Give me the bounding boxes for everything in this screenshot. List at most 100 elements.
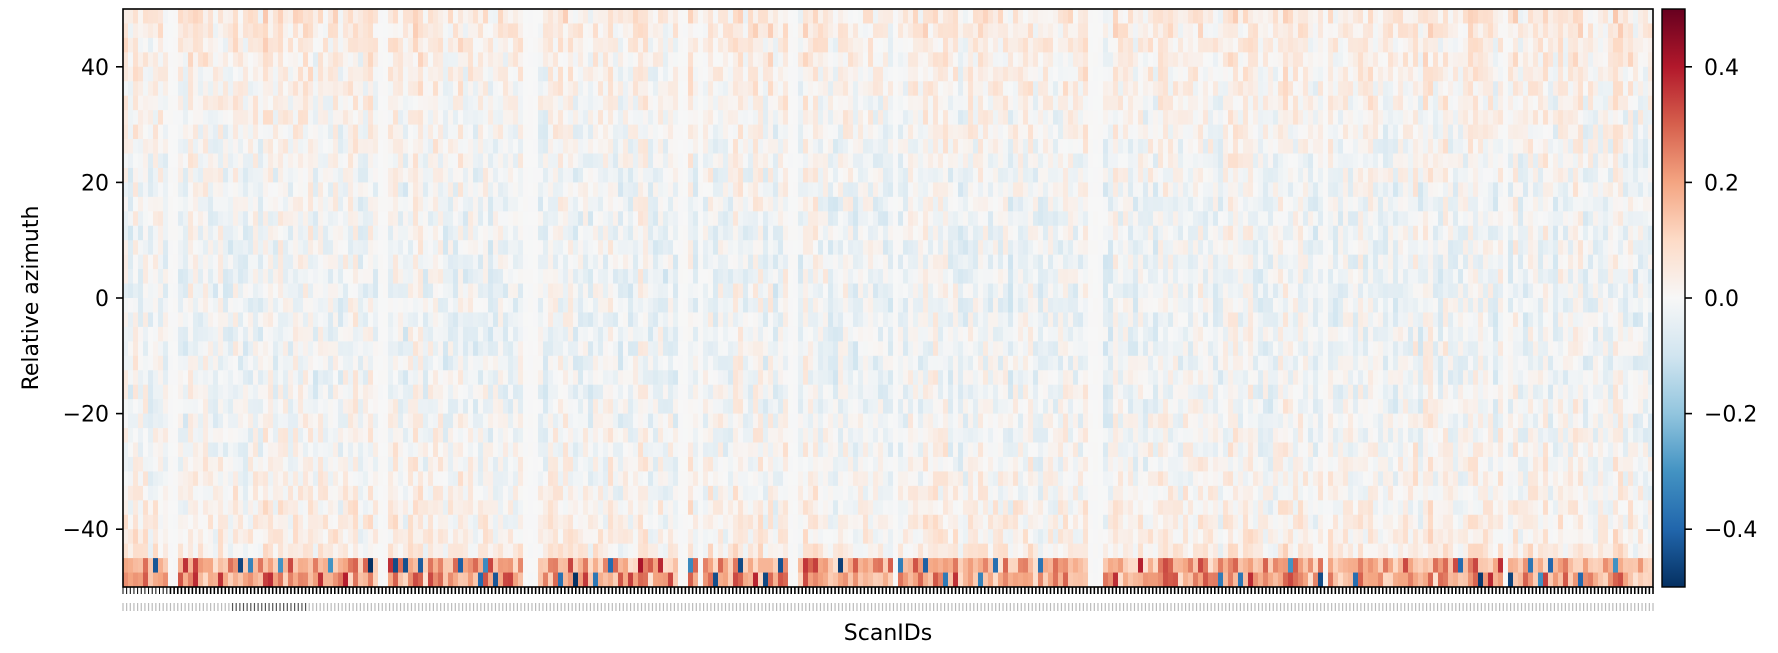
heatmap-cell (733, 37, 739, 53)
heatmap-cell (208, 225, 214, 241)
heatmap-cell (298, 124, 304, 140)
heatmap-cell (433, 81, 439, 97)
heatmap-cell (348, 23, 354, 39)
heatmap-cell (633, 471, 639, 487)
heatmap-cell (268, 139, 274, 155)
heatmap-cell (268, 9, 274, 25)
heatmap-cell (463, 110, 469, 126)
heatmap-cell (188, 9, 194, 25)
heatmap-cell (493, 413, 499, 429)
heatmap-cell (568, 153, 574, 169)
heatmap-cell (163, 52, 169, 68)
heatmap-cell (163, 283, 169, 299)
heatmap-cell (643, 9, 649, 25)
heatmap-cell (603, 196, 609, 212)
heatmap-cell (368, 167, 374, 183)
heatmap-cell (388, 81, 394, 97)
heatmap-cell (453, 254, 459, 270)
heatmap-cell (453, 124, 459, 140)
heatmap-cell (603, 254, 609, 270)
heatmap-cell (158, 384, 164, 400)
heatmap-cell (583, 283, 589, 299)
heatmap-cell (568, 326, 574, 342)
heatmap-cell (688, 456, 694, 472)
heatmap-cell (283, 312, 289, 328)
heatmap-cell (443, 529, 449, 545)
heatmap-cell (343, 500, 349, 516)
heatmap-cell (653, 326, 659, 342)
heatmap-cell (268, 384, 274, 400)
heatmap-cell (263, 413, 269, 429)
heatmap-cell (528, 240, 534, 256)
heatmap-cell (153, 110, 159, 126)
heatmap-cell (728, 471, 734, 487)
heatmap-cell (253, 471, 259, 487)
heatmap-cell (268, 514, 274, 530)
heatmap-cell (313, 471, 319, 487)
heatmap-cell (708, 326, 714, 342)
heatmap-cell (743, 81, 749, 97)
heatmap-cell (168, 428, 174, 444)
heatmap-cell (673, 95, 679, 111)
heatmap-cell (503, 471, 509, 487)
heatmap-cell (423, 428, 429, 444)
heatmap-cell (228, 428, 234, 444)
heatmap-cell (473, 326, 479, 342)
heatmap-cell (368, 225, 374, 241)
heatmap-cell (128, 240, 134, 256)
heatmap-cell (528, 23, 534, 39)
heatmap-cell (618, 269, 624, 285)
heatmap-cell (313, 298, 319, 314)
heatmap-cell (723, 442, 729, 458)
heatmap-cell (713, 514, 719, 530)
heatmap-cell (513, 182, 519, 198)
heatmap-cell (483, 514, 489, 530)
heatmap-cell (243, 66, 249, 82)
heatmap-cell (403, 428, 409, 444)
heatmap-cell (713, 326, 719, 342)
heatmap-cell (508, 196, 514, 212)
heatmap-cell (458, 52, 464, 68)
heatmap-cell (513, 9, 519, 25)
heatmap-cell (533, 9, 539, 25)
heatmap-cell (273, 167, 279, 183)
heatmap-cell (173, 124, 179, 140)
heatmap-cell (163, 9, 169, 25)
heatmap-cell (428, 269, 434, 285)
heatmap-cell (388, 23, 394, 39)
heatmap-cell (423, 543, 429, 559)
heatmap-cell (598, 442, 604, 458)
heatmap-cell (618, 153, 624, 169)
heatmap-cell (483, 52, 489, 68)
heatmap-cell (668, 471, 674, 487)
heatmap-cell (693, 312, 699, 328)
heatmap-cell (553, 500, 559, 516)
heatmap-cell (508, 529, 514, 545)
heatmap-cell (273, 153, 279, 169)
heatmap-cell (398, 428, 404, 444)
heatmap-cell (708, 370, 714, 386)
heatmap-cell (653, 52, 659, 68)
heatmap-cell (538, 124, 544, 140)
heatmap-cell (698, 124, 704, 140)
heatmap-cell (593, 269, 599, 285)
heatmap-cell (178, 456, 184, 472)
heatmap-cell (313, 572, 319, 587)
heatmap-cell (713, 95, 719, 111)
heatmap-cell (268, 355, 274, 371)
heatmap-cell (378, 211, 384, 227)
heatmap-cell (318, 543, 324, 559)
heatmap-cell (728, 442, 734, 458)
heatmap-cell (148, 312, 154, 328)
heatmap-cell (313, 543, 319, 559)
heatmap-cell (523, 341, 529, 357)
heatmap-cell (198, 341, 204, 357)
heatmap-cell (638, 182, 644, 198)
heatmap-cell (408, 543, 414, 559)
heatmap-cell (648, 9, 654, 25)
heatmap-cell (533, 413, 539, 429)
heatmap-cell (703, 66, 709, 82)
heatmap-cell (188, 81, 194, 97)
heatmap-cell (633, 9, 639, 25)
heatmap-cell (193, 355, 199, 371)
